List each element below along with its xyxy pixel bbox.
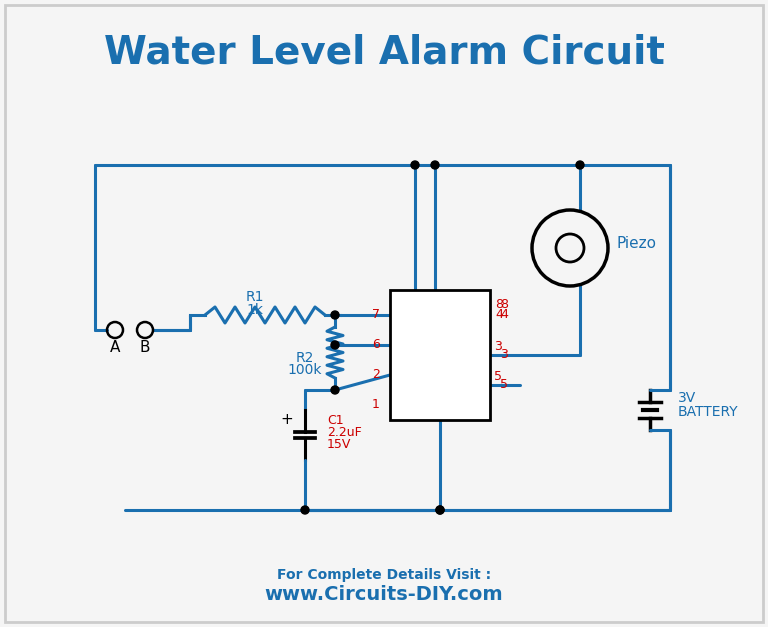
- Text: A: A: [110, 340, 120, 356]
- Circle shape: [411, 161, 419, 169]
- Text: 1k: 1k: [247, 303, 263, 317]
- Text: R2: R2: [296, 350, 314, 364]
- Text: 3: 3: [500, 349, 508, 362]
- Text: 1: 1: [372, 399, 380, 411]
- Bar: [390, 290, 490, 420]
- Text: For Complete Details Visit :: For Complete Details Visit :: [277, 568, 491, 582]
- Text: Piezo: Piezo: [616, 236, 656, 251]
- Text: C1: C1: [327, 413, 343, 426]
- Text: www.Circuits-DIY.com: www.Circuits-DIY.com: [265, 586, 503, 604]
- Text: 7: 7: [372, 308, 380, 322]
- Text: 8: 8: [495, 298, 503, 312]
- Text: 3V: 3V: [678, 391, 697, 405]
- Text: 5: 5: [494, 371, 502, 384]
- Circle shape: [331, 341, 339, 349]
- Circle shape: [576, 161, 584, 169]
- Text: 4: 4: [495, 308, 503, 322]
- Text: Water Level Alarm Circuit: Water Level Alarm Circuit: [104, 33, 664, 71]
- Circle shape: [331, 386, 339, 394]
- Circle shape: [331, 311, 339, 319]
- Circle shape: [436, 506, 444, 514]
- Text: 100k: 100k: [288, 364, 323, 377]
- Text: +: +: [280, 413, 293, 428]
- Text: Ne555: Ne555: [410, 346, 469, 364]
- Text: 2.2uF: 2.2uF: [327, 426, 362, 438]
- Circle shape: [301, 506, 309, 514]
- Text: 2: 2: [372, 369, 380, 381]
- Text: BATTERY: BATTERY: [678, 405, 739, 419]
- Text: B: B: [140, 340, 151, 356]
- Text: R1: R1: [246, 290, 264, 304]
- Text: 8: 8: [500, 298, 508, 312]
- Circle shape: [431, 161, 439, 169]
- Text: 15V: 15V: [327, 438, 352, 451]
- Text: 3: 3: [494, 340, 502, 354]
- Text: 4: 4: [500, 308, 508, 322]
- Text: 5: 5: [500, 379, 508, 391]
- Circle shape: [436, 506, 444, 514]
- Text: 6: 6: [372, 339, 380, 352]
